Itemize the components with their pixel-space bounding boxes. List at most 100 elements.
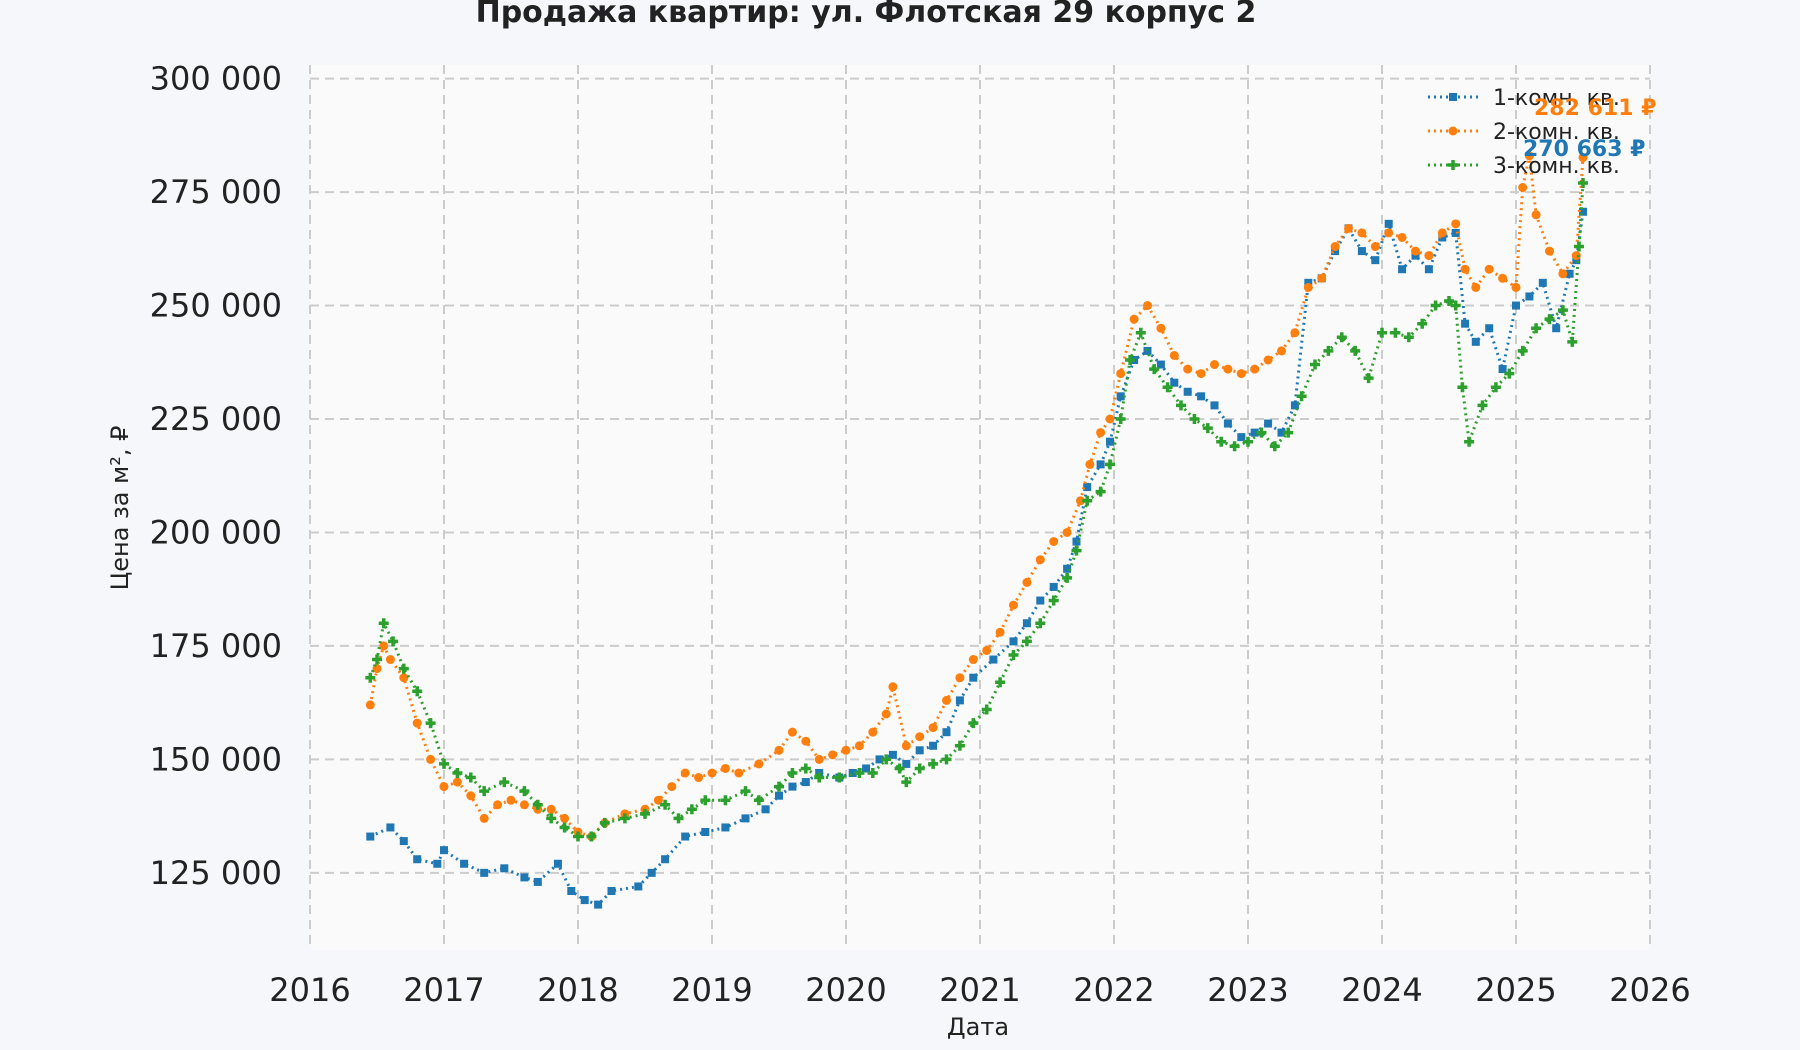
- data-point: [1498, 273, 1508, 283]
- data-point: [881, 754, 892, 765]
- data-point: [553, 859, 562, 868]
- data-point: [661, 855, 670, 864]
- x-tick-label: 2025: [1475, 971, 1556, 1009]
- x-axis-ticks: 2016 2017 2018 2019 2020 2021 2022 2023 2024 2025…: [269, 971, 1690, 1009]
- data-point: [479, 813, 489, 823]
- data-point: [586, 831, 597, 842]
- data-point: [1572, 256, 1581, 265]
- data-point: [721, 823, 730, 832]
- data-point: [854, 768, 865, 778]
- data-point: [667, 782, 677, 792]
- chart-title: Продажа квартир: ул. Флотская 29 корпус …: [476, 0, 1257, 30]
- data-point: [1156, 360, 1165, 369]
- data-point: [1567, 336, 1578, 347]
- data-point: [1183, 364, 1193, 374]
- data-point: [619, 813, 630, 824]
- data-point: [1525, 292, 1534, 301]
- data-point: [1578, 178, 1588, 188]
- data-point: [1437, 228, 1447, 238]
- data-point: [1512, 301, 1520, 310]
- y-tick-label: 225 000: [150, 400, 282, 438]
- data-point: [1197, 392, 1206, 401]
- data-point: [1471, 337, 1480, 346]
- data-point: [814, 754, 824, 764]
- data-point: [520, 873, 529, 882]
- data-point: [1104, 459, 1115, 470]
- data-point: [1008, 650, 1019, 660]
- data-point: [386, 823, 395, 832]
- data-point: [1518, 183, 1528, 193]
- x-tick-label: 2023: [1207, 971, 1288, 1009]
- data-point: [440, 846, 448, 855]
- data-point: [801, 736, 811, 746]
- data-point: [1095, 486, 1106, 497]
- x-tick-label: 2021: [939, 971, 1020, 1009]
- data-point: [841, 745, 851, 755]
- data-point: [607, 887, 616, 895]
- data-point: [1377, 327, 1387, 338]
- data-point: [1411, 251, 1420, 260]
- grid-lines: [309, 65, 1651, 950]
- data-point: [1169, 350, 1179, 360]
- data-point: [995, 677, 1006, 688]
- legend: 1-комн. кв. 2-комн. кв. 3-комн. кв.: [1428, 86, 1620, 179]
- data-point: [941, 754, 952, 765]
- data-point: [1135, 327, 1146, 338]
- data-point: [968, 718, 979, 729]
- data-point: [686, 804, 697, 815]
- data-point: [1444, 296, 1454, 306]
- data-point: [774, 781, 784, 792]
- legend-label: 2-комн. кв.: [1493, 120, 1620, 145]
- data-point: [894, 763, 905, 774]
- data-point: [995, 627, 1005, 637]
- y-tick-label: 175 000: [150, 627, 282, 665]
- data-point: [439, 782, 449, 792]
- data-point: [1390, 327, 1401, 338]
- data-point: [1210, 401, 1219, 410]
- data-point: [1250, 428, 1259, 437]
- data-point: [1071, 545, 1082, 556]
- data-point: [753, 795, 764, 806]
- data-point: [1105, 414, 1115, 424]
- data-point: [1336, 332, 1347, 343]
- data-point: [814, 772, 825, 783]
- data-point: [875, 755, 884, 764]
- end-value-label: 282 611 ₽: [1534, 96, 1656, 121]
- data-point: [1256, 427, 1267, 438]
- data-point: [955, 673, 965, 683]
- data-point: [888, 682, 898, 692]
- data-point: [981, 704, 992, 715]
- data-point: [774, 745, 784, 755]
- data-point: [1062, 527, 1072, 537]
- data-point: [1424, 265, 1433, 274]
- data-point: [1162, 382, 1173, 393]
- y-tick-label: 300 000: [150, 60, 282, 98]
- data-point: [399, 837, 408, 846]
- y-tick-label: 250 000: [150, 287, 282, 325]
- data-point: [761, 805, 770, 814]
- data-point: [1049, 582, 1058, 591]
- data-point: [573, 831, 583, 842]
- data-point: [1498, 365, 1507, 374]
- data-point: [929, 741, 938, 750]
- data-point: [1357, 228, 1367, 238]
- data-point: [1269, 441, 1280, 452]
- data-point: [1490, 382, 1501, 393]
- data-point: [914, 763, 925, 774]
- legend-marker: [1449, 93, 1457, 101]
- data-point: [519, 800, 529, 810]
- data-point: [1578, 153, 1588, 163]
- data-point: [1370, 242, 1380, 252]
- data-point: [1223, 364, 1233, 374]
- y-axis-label: Цена за м², ₽: [106, 426, 134, 591]
- data-point: [546, 813, 557, 824]
- data-point: [1558, 269, 1568, 279]
- legend-label: 3-комн. кв.: [1493, 154, 1620, 179]
- data-point: [1237, 433, 1246, 442]
- data-point: [1371, 256, 1380, 265]
- data-point: [1076, 496, 1085, 506]
- data-point: [439, 758, 449, 769]
- x-tick-label: 2019: [671, 971, 752, 1009]
- data-point: [1115, 414, 1126, 424]
- data-point: [653, 795, 663, 805]
